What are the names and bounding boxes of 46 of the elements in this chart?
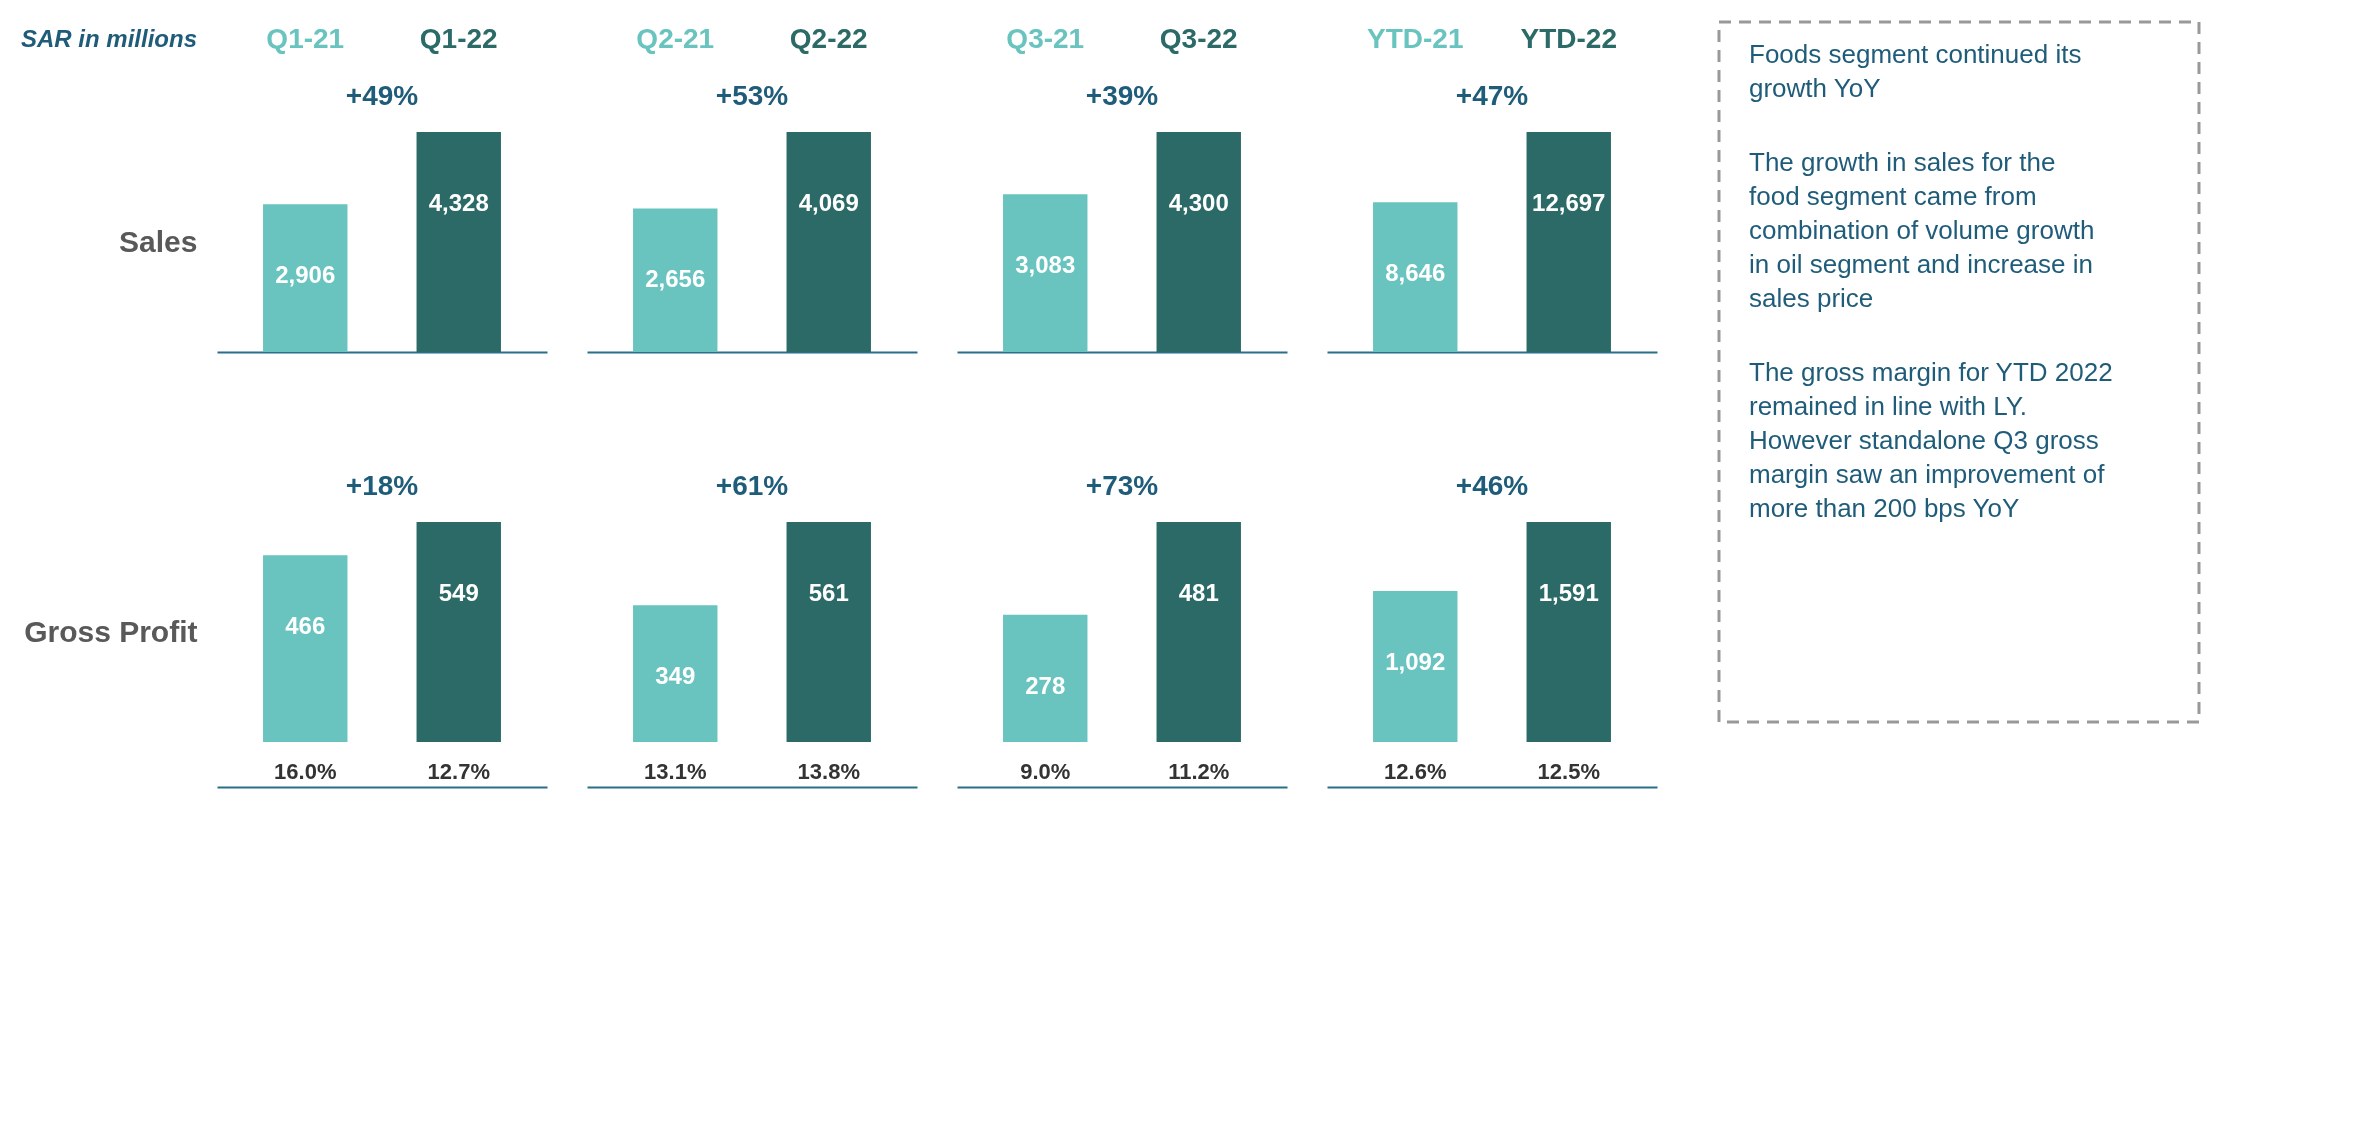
data-label: 1,591 [1538,579,1599,606]
text: +18% [345,470,419,501]
x-tick-label: YTD-21 [1367,23,1464,54]
data-label: 349 [655,662,696,690]
data-label: 4,069 [798,189,859,216]
y-axis-title: Gross Profit [24,614,198,648]
text: +49% [345,80,419,111]
data-label: 4,328 [428,189,489,216]
data-label: 549 [438,579,479,606]
data-label: 481 [1178,579,1219,606]
chart-title: SAR in millions [20,25,197,52]
x-tick-label: Q3-21 [1006,23,1085,54]
text: +46% [1455,470,1529,501]
data-label: 3,083 [1015,251,1076,279]
data-label: 278 [1025,671,1066,699]
text: 16.0% [274,759,337,784]
text: +73% [1085,470,1159,501]
text: The growth in sales for the food segment came from combination of volume growth in oil segment and increase in sales price [1749,147,2095,313]
x-tick-label: Q3-22 [1159,23,1238,54]
text: +61% [715,470,789,501]
data-label: 1,092 [1385,648,1446,675]
text: The gross margin for YTD 2022 remained in line with LY. However standalone Q3 gross margin saw an improvement of more than 200 bps YoY [1749,357,2113,523]
y-axis-title: Sales [119,224,198,258]
data-label: 2,656 [645,265,706,293]
data-label: 466 [285,612,326,640]
data-label: 12,697 [1532,189,1606,216]
text: Foods segment continued its growth YoY [1749,39,2082,103]
text: +47% [1455,80,1529,111]
text: 12.6% [1384,759,1447,784]
data-label: 4,300 [1168,189,1229,216]
x-tick-label: Q2-22 [789,23,868,54]
text: 12.5% [1537,759,1600,784]
x-tick-label: YTD-22 [1520,23,1617,54]
x-tick-label: Q1-21 [266,23,345,54]
text: 12.7% [427,759,490,784]
x-tick-label: Q1-22 [419,23,498,54]
text: 13.8% [797,759,860,784]
data-label: 561 [808,579,849,606]
text: +53% [715,80,789,111]
text: 13.1% [644,759,707,784]
data-label: 2,906 [275,261,336,289]
x-tick-label: Q2-21 [636,23,715,54]
text: 11.2% [1168,759,1230,784]
data-label: 8,646 [1385,259,1446,287]
text: +39% [1085,80,1159,111]
text: 9.0% [1020,759,1071,784]
